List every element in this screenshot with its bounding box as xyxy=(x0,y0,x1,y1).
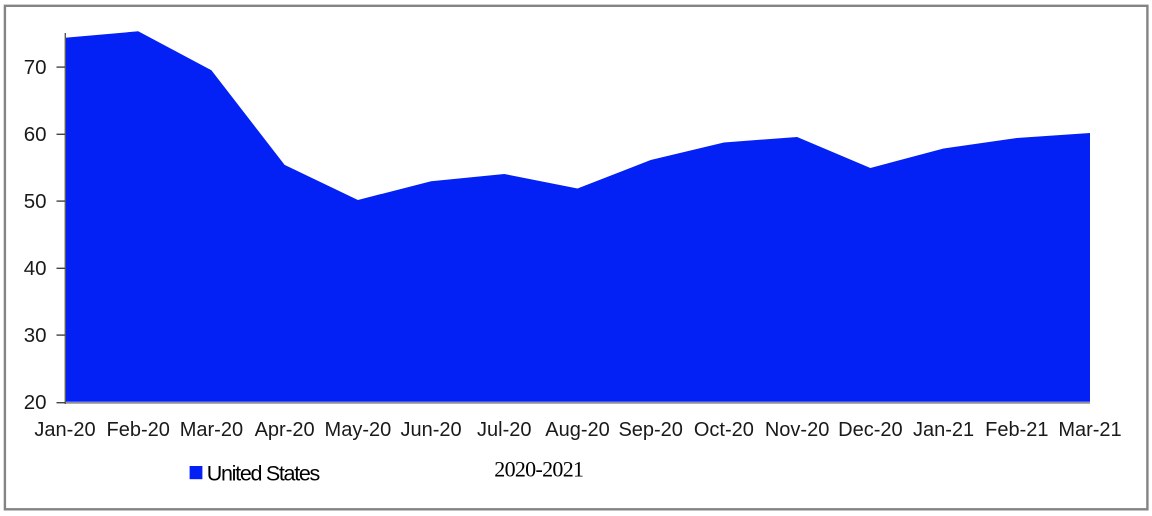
svg-text:Jan-20: Jan-20 xyxy=(34,419,95,441)
svg-text:Jul-20: Jul-20 xyxy=(477,419,531,441)
svg-text:70: 70 xyxy=(24,56,47,79)
svg-text:20: 20 xyxy=(24,391,47,414)
svg-text:Sep-20: Sep-20 xyxy=(618,419,683,441)
svg-text:Aug-20: Aug-20 xyxy=(545,419,610,441)
svg-text:Jun-20: Jun-20 xyxy=(401,419,462,441)
svg-text:Dec-20: Dec-20 xyxy=(838,419,902,441)
svg-text:50: 50 xyxy=(24,190,47,213)
svg-text:Nov-20: Nov-20 xyxy=(765,419,829,441)
svg-text:Feb-20: Feb-20 xyxy=(107,419,170,441)
svg-text:Oct-20: Oct-20 xyxy=(694,419,754,441)
svg-text:Feb-21: Feb-21 xyxy=(985,419,1048,441)
svg-text:Jan-21: Jan-21 xyxy=(913,419,974,441)
svg-text:Mar-20: Mar-20 xyxy=(180,419,243,441)
svg-text:United States: United States xyxy=(207,462,320,486)
svg-text:Mar-21: Mar-21 xyxy=(1058,419,1121,441)
svg-text:Apr-20: Apr-20 xyxy=(255,419,315,441)
svg-text:2020-2021: 2020-2021 xyxy=(494,457,583,482)
svg-text:40: 40 xyxy=(24,257,47,280)
svg-text:60: 60 xyxy=(24,123,47,146)
svg-text:30: 30 xyxy=(24,324,47,347)
svg-text:May-20: May-20 xyxy=(325,419,392,441)
